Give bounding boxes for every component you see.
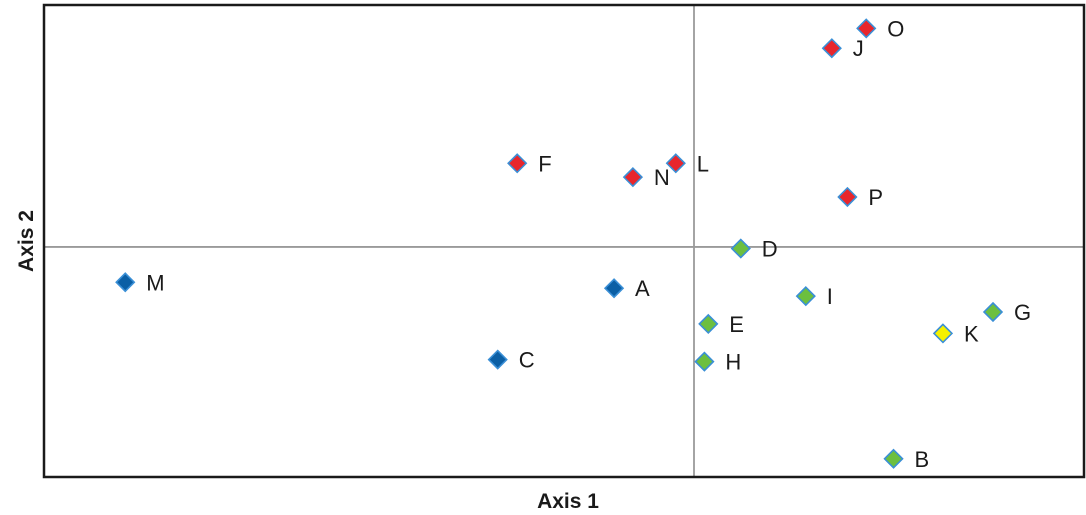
data-point-o: O: [856, 16, 904, 41]
diamond-marker: [603, 278, 625, 299]
point-label: O: [887, 16, 904, 41]
x-axis-title: Axis 1: [537, 490, 599, 513]
diamond-marker: [665, 153, 686, 174]
point-label: C: [519, 348, 535, 373]
point-label: G: [1014, 300, 1031, 325]
point-label: P: [868, 185, 883, 210]
data-point-k: K: [932, 321, 979, 346]
point-label: D: [762, 237, 778, 262]
data-point-f: F: [507, 151, 552, 176]
point-label: M: [146, 270, 164, 295]
point-label: F: [538, 151, 551, 176]
data-point-j: J: [821, 36, 864, 61]
point-label: A: [635, 276, 650, 301]
data-point-h: H: [694, 350, 741, 375]
diamond-marker: [883, 448, 904, 469]
point-label: B: [915, 447, 930, 472]
diamond-marker: [507, 153, 528, 174]
point-label: J: [853, 36, 864, 61]
data-point-c: C: [487, 348, 535, 373]
data-point-n: N: [622, 165, 670, 190]
point-label: H: [725, 350, 741, 375]
point-label: L: [697, 151, 709, 176]
point-label: N: [654, 165, 670, 190]
diamond-marker: [694, 351, 715, 372]
point-label: I: [827, 284, 833, 309]
diamond-marker: [795, 286, 816, 307]
diamond-marker: [821, 38, 842, 59]
data-point-d: D: [730, 237, 778, 262]
diamond-marker: [837, 186, 858, 208]
data-point-e: E: [698, 312, 744, 337]
diamond-marker: [730, 238, 751, 259]
diamond-marker: [622, 167, 644, 188]
data-point-i: I: [795, 284, 833, 309]
y-axis-title: Axis 2: [15, 210, 38, 272]
data-point-g: G: [982, 300, 1031, 325]
data-point-p: P: [837, 185, 883, 210]
diamond-marker: [115, 272, 136, 293]
diamond-marker: [932, 323, 954, 344]
data-point-a: A: [603, 276, 650, 301]
data-point-m: M: [115, 270, 165, 295]
data-point-b: B: [883, 447, 930, 472]
data-point-l: L: [665, 151, 709, 176]
diamond-marker: [698, 313, 719, 335]
diamond-marker: [982, 301, 1004, 323]
diamond-marker: [856, 18, 877, 39]
diamond-marker: [487, 349, 508, 370]
plot-frame: [42, 3, 1086, 479]
point-label: E: [729, 312, 744, 337]
point-label: K: [964, 321, 979, 346]
